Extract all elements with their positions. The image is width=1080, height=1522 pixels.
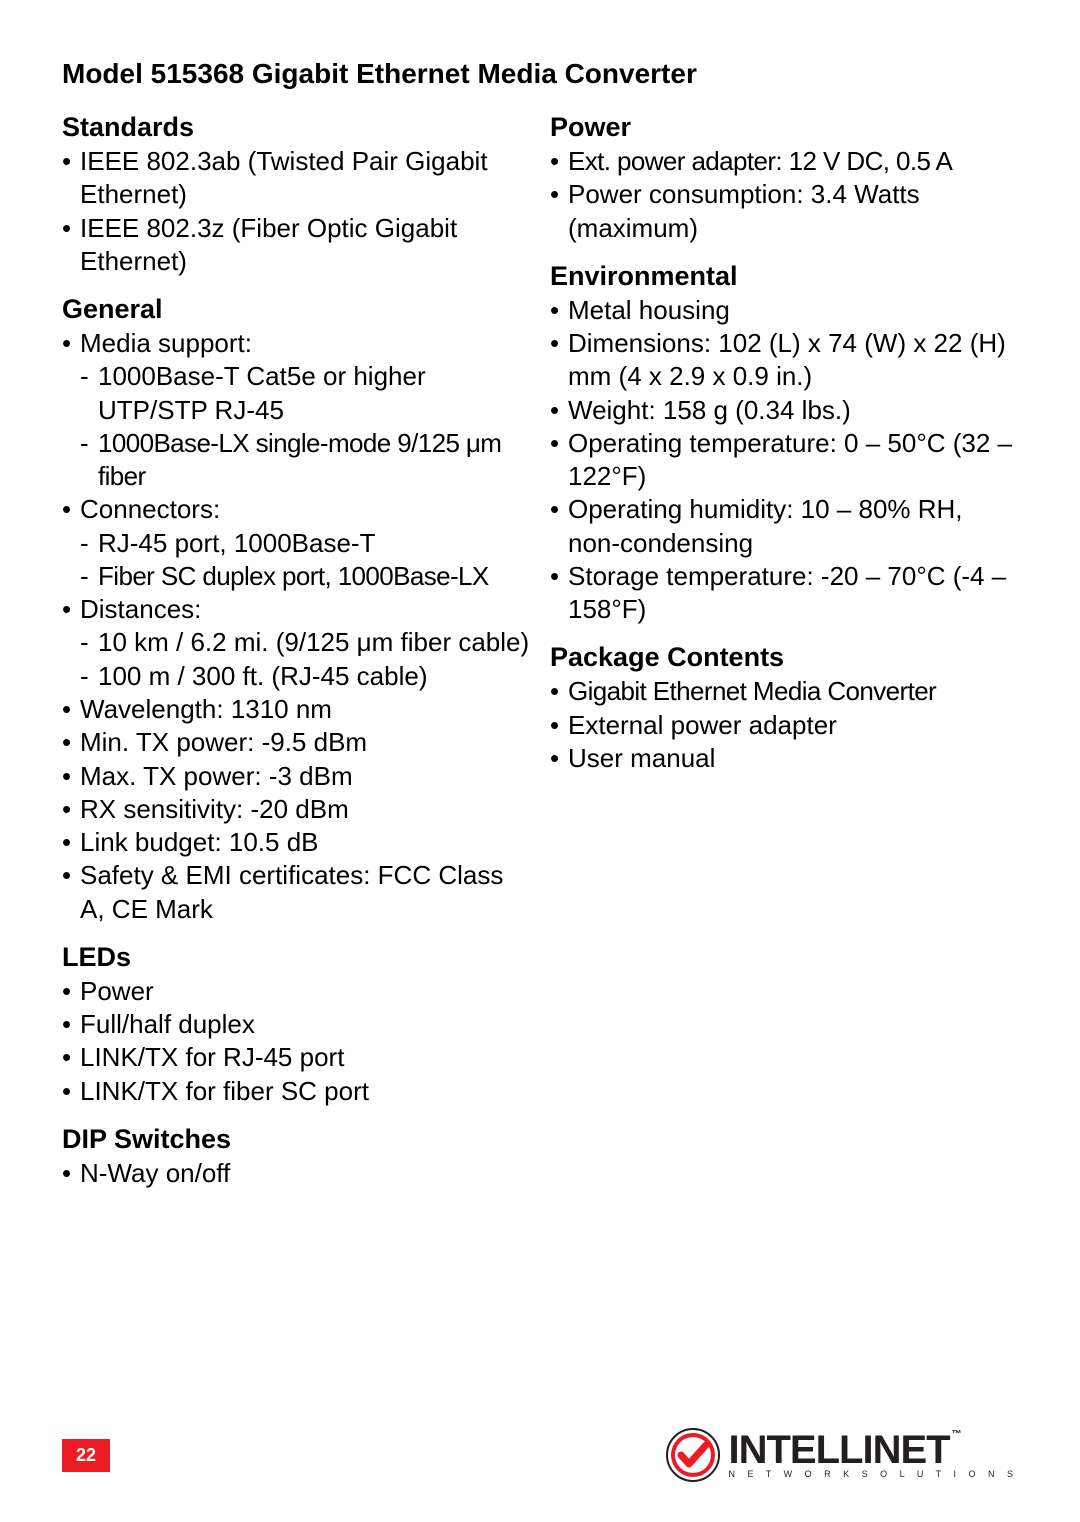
heading-env: Environmental [550, 261, 1018, 292]
list-item: Min. TX power: -9.5 dBm [62, 726, 530, 759]
content-columns: Standards IEEE 802.3ab (Twisted Pair Gig… [62, 112, 1018, 1190]
label: Connectors: [80, 494, 220, 524]
list-item: Max. TX power: -3 dBm [62, 760, 530, 793]
heading-dip: DIP Switches [62, 1124, 530, 1155]
left-column: Standards IEEE 802.3ab (Twisted Pair Gig… [62, 112, 530, 1190]
heading-general: General [62, 294, 530, 325]
list-item: Power consumption: 3.4 Watts (maximum) [550, 178, 1018, 245]
brand-logo: INTELLINET™ N E T W O R K S O L U T I O … [666, 1428, 1018, 1482]
list-item: IEEE 802.3z (Fiber Optic Gigabit Etherne… [62, 212, 530, 279]
list-item: Gigabit Ethernet Media Converter [550, 675, 1018, 708]
logo-text: INTELLINET™ N E T W O R K S O L U T I O … [728, 1432, 1018, 1478]
list-item: LINK/TX for RJ-45 port [62, 1041, 530, 1074]
heading-pkg: Package Contents [550, 642, 1018, 673]
heading-leds: LEDs [62, 942, 530, 973]
list-item: Weight: 158 g (0.34 lbs.) [550, 394, 1018, 427]
page-number: 22 [62, 1439, 110, 1472]
list-item: 100 m / 300 ft. (RJ-45 cable) [80, 660, 530, 693]
list-item: Media support: 1000Base-T Cat5e or highe… [62, 327, 530, 493]
list-item: RJ-45 port, 1000Base-T [80, 527, 530, 560]
list-item: Wavelength: 1310 nm [62, 693, 530, 726]
label: Distances: [80, 594, 201, 624]
list-item: Link budget: 10.5 dB [62, 826, 530, 859]
list-item: Distances: 10 km / 6.2 mi. (9/125 μm fib… [62, 593, 530, 693]
list-env: Metal housing Dimensions: 102 (L) x 74 (… [550, 294, 1018, 627]
list-item: Fiber SC duplex port, 1000Base-LX [80, 560, 530, 593]
sublist-distances: 10 km / 6.2 mi. (9/125 μm fiber cable) 1… [80, 626, 530, 693]
list-leds: Power Full/half duplex LINK/TX for RJ-45… [62, 975, 530, 1108]
label: Media support: [80, 328, 252, 358]
logo-mark-icon [666, 1428, 720, 1482]
list-item: Dimensions: 102 (L) x 74 (W) x 22 (H) mm… [550, 327, 1018, 394]
heading-standards: Standards [62, 112, 530, 143]
list-item: 10 km / 6.2 mi. (9/125 μm fiber cable) [80, 626, 530, 659]
list-item: RX sensitivity: -20 dBm [62, 793, 530, 826]
page-footer: 22 INTELLINET™ N E T W O R K S O L U T I… [62, 1428, 1018, 1482]
list-item: Full/half duplex [62, 1008, 530, 1041]
list-power: Ext. power adapter: 12 V DC, 0.5 A Power… [550, 145, 1018, 245]
list-item: N-Way on/off [62, 1157, 530, 1190]
list-item: Ext. power adapter: 12 V DC, 0.5 A [550, 145, 1018, 178]
logo-tm: ™ [952, 1429, 961, 1440]
sublist-connectors: RJ-45 port, 1000Base-T Fiber SC duplex p… [80, 527, 530, 594]
list-item: Metal housing [550, 294, 1018, 327]
list-item: Storage temperature: -20 – 70°C (-4 – 15… [550, 560, 1018, 627]
list-item: 1000Base-LX single-mode 9/125 μm fiber [80, 427, 530, 494]
list-item: 1000Base-T Cat5e or higher UTP/STP RJ-45 [80, 360, 530, 427]
sublist-media: 1000Base-T Cat5e or higher UTP/STP RJ-45… [80, 360, 530, 493]
list-dip: N-Way on/off [62, 1157, 530, 1190]
list-item: Safety & EMI certificates: FCC Class A, … [62, 859, 530, 926]
list-general: Media support: 1000Base-T Cat5e or highe… [62, 327, 530, 926]
logo-name-text: INTELLINET [728, 1428, 949, 1472]
heading-power: Power [550, 112, 1018, 143]
list-item: User manual [550, 742, 1018, 775]
page-title: Model 515368 Gigabit Ethernet Media Conv… [62, 58, 1018, 90]
logo-name: INTELLINET™ [728, 1432, 958, 1468]
list-item: Connectors: RJ-45 port, 1000Base-T Fiber… [62, 493, 530, 593]
list-item: Power [62, 975, 530, 1008]
list-standards: IEEE 802.3ab (Twisted Pair Gigabit Ether… [62, 145, 530, 278]
right-column: Power Ext. power adapter: 12 V DC, 0.5 A… [550, 112, 1018, 1190]
list-item: Operating temperature: 0 – 50°C (32 – 12… [550, 427, 1018, 494]
list-item: External power adapter [550, 709, 1018, 742]
list-pkg: Gigabit Ethernet Media Converter Externa… [550, 675, 1018, 775]
list-item: Operating humidity: 10 – 80% RH, non-con… [550, 493, 1018, 560]
list-item: IEEE 802.3ab (Twisted Pair Gigabit Ether… [62, 145, 530, 212]
list-item: LINK/TX for fiber SC port [62, 1075, 530, 1108]
